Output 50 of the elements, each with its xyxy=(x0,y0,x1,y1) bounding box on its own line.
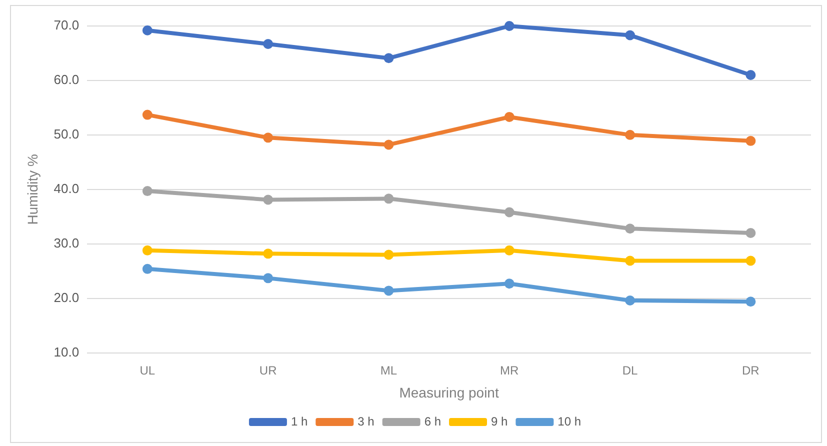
point xyxy=(625,224,636,234)
y-tick-label: 40.0 xyxy=(54,180,80,196)
x-tick-label: UL xyxy=(140,363,156,378)
x-tick-label: MR xyxy=(500,363,520,378)
point xyxy=(504,245,514,256)
y-tick-label: 20.0 xyxy=(54,290,80,305)
point xyxy=(504,278,514,289)
point xyxy=(746,70,756,80)
x-tick-label: ML xyxy=(380,363,398,378)
y-tick-label: 50.0 xyxy=(54,126,80,142)
point xyxy=(746,136,756,146)
point xyxy=(504,112,514,122)
point xyxy=(142,110,152,120)
point xyxy=(625,30,636,40)
point xyxy=(142,245,152,256)
legend-label: 9 h xyxy=(491,414,508,428)
y-tick-label: 30.0 xyxy=(54,235,80,250)
x-axis-title: Measuring point xyxy=(399,384,499,400)
point xyxy=(504,207,514,218)
y-axis-title: Humidity % xyxy=(24,154,40,225)
point xyxy=(263,194,274,205)
y-tick-label: 60.0 xyxy=(54,72,80,88)
x-tick-label: DL xyxy=(622,363,638,378)
point xyxy=(746,296,756,307)
legend-label: 10 h xyxy=(558,414,582,428)
point xyxy=(625,296,636,306)
point xyxy=(384,250,394,260)
y-tick-label: 70.0 xyxy=(54,18,80,33)
point xyxy=(746,228,756,238)
point xyxy=(142,25,152,36)
point xyxy=(384,194,394,204)
x-tick-label: DR xyxy=(742,363,760,378)
point xyxy=(263,248,274,259)
point xyxy=(263,132,274,143)
point xyxy=(625,130,636,140)
point xyxy=(384,53,394,64)
x-tick-label: UR xyxy=(259,363,278,378)
point xyxy=(263,38,274,49)
point xyxy=(625,256,636,266)
legend-label: 1 h xyxy=(290,414,308,428)
y-tick-label: 10.0 xyxy=(54,344,80,360)
point xyxy=(142,186,152,196)
point xyxy=(504,21,514,31)
point xyxy=(142,264,152,274)
legend-label: 6 h xyxy=(424,414,442,428)
point xyxy=(263,273,274,284)
point xyxy=(384,140,394,150)
legend-label: 3 h xyxy=(358,414,374,428)
point xyxy=(746,256,756,266)
point xyxy=(384,286,394,296)
